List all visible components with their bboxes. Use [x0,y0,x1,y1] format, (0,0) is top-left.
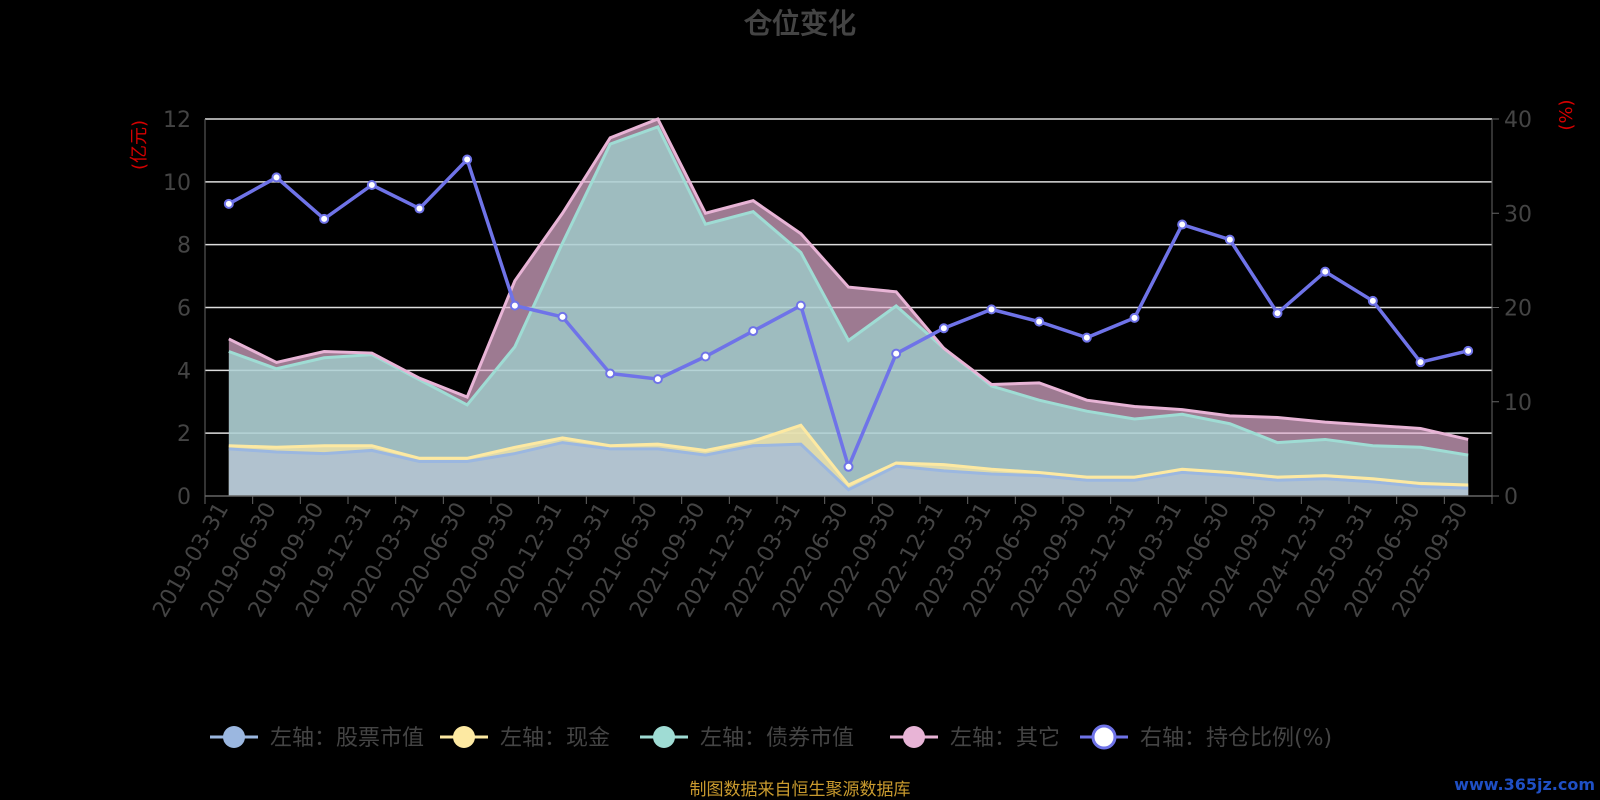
ratio-point [1272,308,1283,319]
left-axis-tick-label: 2 [177,422,191,447]
left-axis-tick-label: 10 [163,171,191,196]
ratio-point [271,172,282,183]
legend-label: 左轴：债券市值 [700,726,854,751]
legend-marker [653,726,675,748]
ratio-point [1367,295,1378,306]
watermark: www.365jz.com [1454,775,1595,794]
legend-item: 左轴：债券市值 [640,726,854,751]
area-fill [228,126,1469,497]
legend-label: 左轴：股票市值 [270,726,424,751]
right-axis-tick-label: 0 [1504,485,1518,510]
right-axis-tick-label: 30 [1504,202,1532,227]
ratio-point [843,461,854,472]
area-fill [228,442,1469,496]
ratio-point [1224,234,1235,245]
data-source-note: 制图数据来自恒生聚源数据库 [690,780,911,800]
legend-marker [1091,724,1117,750]
ratio-point [1463,345,1474,356]
ratio-point [1081,332,1092,343]
ratio-point [1129,312,1140,323]
legend-label: 右轴：持仓比例(%) [1140,726,1332,751]
right-axis-tick-label: 10 [1504,391,1532,416]
ratio-point [462,154,473,165]
left-axis-tick-label: 4 [177,359,191,384]
legend: 左轴：股票市值 左轴：现金 左轴：债券市值 左轴：其它 右轴：持仓比例(%) [210,724,1332,751]
ratio-point [509,300,520,311]
ratio-point [986,304,997,315]
ratio-point [1415,357,1426,368]
area-boundary-line [228,124,1469,457]
right-axis-tick-label: 40 [1504,108,1532,133]
left-axis-tick-label: 6 [177,297,191,322]
area-boundary-line [228,423,1469,487]
legend-item: 左轴：现金 [440,726,610,751]
area-boundary-line [228,441,1469,492]
legend-label: 左轴：其它 [950,726,1060,751]
ratio-point [1320,266,1331,277]
ratio-point [700,351,711,362]
legend-item: 左轴：其它 [890,726,1060,751]
ratio-point [795,300,806,311]
area-boundary-line [228,117,1469,441]
ratio-point [557,311,568,322]
chart-title: 仓位变化 [744,7,856,40]
ratio-point [223,198,234,209]
ratio-point [1177,219,1188,230]
ratio-point [1034,316,1045,327]
left-axis-unit: (亿元) [129,120,150,170]
ratio-point [366,179,377,190]
ratio-point [748,326,759,337]
ratio-line-series [223,154,1474,472]
ratio-point [319,213,330,224]
right-axis-unit: (%) [1556,99,1577,130]
ratio-point [605,368,616,379]
ratio-point [652,374,663,385]
left-axis-tick-label: 12 [163,108,191,133]
legend-label: 左轴：现金 [500,726,610,751]
right-axis-tick-label: 20 [1504,297,1532,322]
legend-item: 左轴：股票市值 [210,726,424,751]
legend-marker [903,726,925,748]
ratio-point [938,323,949,334]
ratio-point [891,348,902,359]
stacked-areas [228,117,1469,497]
left-axis-tick-label: 8 [177,234,191,259]
legend-marker [223,726,245,748]
legend-marker [453,726,475,748]
legend-item: 右轴：持仓比例(%) [1080,724,1332,751]
ratio-point [414,203,425,214]
left-axis-tick-label: 0 [177,485,191,510]
